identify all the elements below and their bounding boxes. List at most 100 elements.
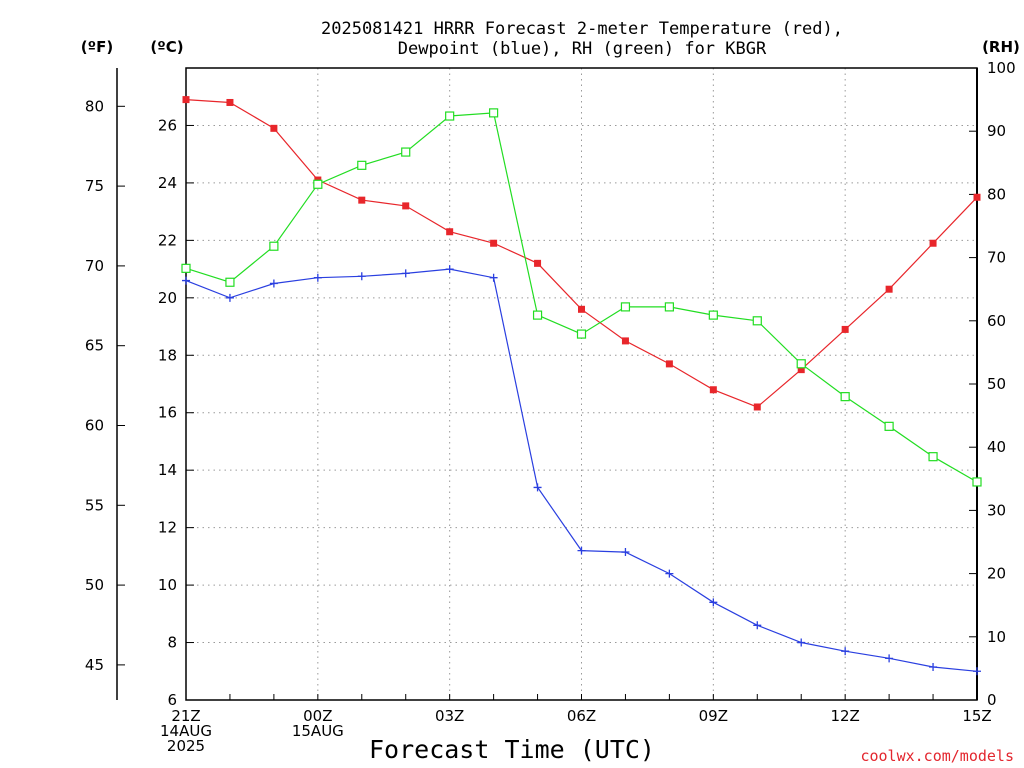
rh-data-point bbox=[269, 241, 279, 251]
fahrenheit-tick-label: 55 bbox=[85, 496, 104, 514]
dewpoint-data-point bbox=[445, 265, 454, 274]
rh-data-point bbox=[225, 277, 235, 287]
temperature-data-point bbox=[534, 259, 542, 267]
fahrenheit-tick-label: 50 bbox=[85, 576, 104, 594]
temperature-data-point bbox=[973, 193, 981, 201]
dewpoint-data-point bbox=[841, 647, 850, 656]
dewpoint-data-point bbox=[709, 598, 718, 607]
temperature-data-point bbox=[621, 337, 629, 345]
dewpoint-data-point bbox=[973, 667, 981, 676]
rh-data-point bbox=[181, 263, 191, 273]
temperature-data-point bbox=[578, 305, 585, 313]
chart-title-line-2: Dewpoint (blue), RH (green) for KBGR bbox=[398, 39, 767, 59]
dewpoint-data-point bbox=[269, 279, 278, 288]
temperature-data-point bbox=[885, 285, 893, 293]
dewpoint-data-point bbox=[797, 638, 806, 647]
grid-lines bbox=[186, 68, 977, 700]
celsius-tick-label: 24 bbox=[158, 174, 177, 192]
celsius-tick-label: 26 bbox=[158, 116, 177, 134]
rh-data-point bbox=[313, 179, 323, 189]
fahrenheit-tick-label: 65 bbox=[85, 337, 104, 355]
fahrenheit-tick-label: 75 bbox=[85, 177, 104, 195]
credit-label: coolwx.com/models bbox=[860, 747, 1014, 765]
temperature-data-point bbox=[665, 360, 673, 368]
temperature-data-point bbox=[226, 98, 234, 106]
x-tick-label: 06Z bbox=[567, 707, 596, 725]
rh-tick-label: 80 bbox=[987, 185, 1006, 203]
dewpoint-data-point bbox=[401, 269, 410, 278]
temperature-data-point bbox=[182, 96, 190, 104]
rh-tick-label: 30 bbox=[987, 501, 1006, 519]
rh-data-point bbox=[357, 160, 367, 170]
rh-tick-label: 90 bbox=[987, 122, 1006, 140]
celsius-tick-label: 12 bbox=[158, 519, 177, 537]
dewpoint-data-point bbox=[533, 483, 542, 492]
rh-data-point bbox=[445, 111, 455, 121]
rh-unit-label: (RH) bbox=[982, 38, 1020, 56]
rh-data-point bbox=[620, 302, 631, 312]
fahrenheit-tick-label: 60 bbox=[85, 416, 104, 434]
fahrenheit-unit-label: (ºF) bbox=[81, 38, 113, 56]
rh-data-point bbox=[489, 108, 499, 118]
tick-labels: 6 8 10 12 14 16 18 20 22 24 26 45 50 55 60 65 70 75 80 0 10 2… bbox=[85, 59, 1016, 755]
temperature-data-point bbox=[270, 124, 278, 132]
rh-data-point bbox=[796, 359, 806, 369]
rh-data-point bbox=[928, 452, 938, 462]
fahrenheit-tick-label: 45 bbox=[85, 656, 104, 674]
rh-data-point bbox=[752, 316, 762, 326]
dewpoint-data-point bbox=[753, 621, 762, 630]
x-tick-label: 09Z bbox=[699, 707, 728, 725]
celsius-tick-label: 6 bbox=[167, 691, 177, 709]
temperature-data-point bbox=[446, 228, 454, 236]
dewpoint-data-point bbox=[577, 546, 586, 555]
rh-tick-label: 10 bbox=[987, 628, 1006, 646]
celsius-tick-label: 22 bbox=[158, 231, 177, 249]
rh-tick-label: 0 bbox=[987, 691, 997, 709]
rh-tick-label: 60 bbox=[987, 312, 1006, 330]
celsius-tick-label: 14 bbox=[158, 461, 177, 479]
x-tick-label: 12Z bbox=[830, 707, 859, 725]
rh-tick-label: 40 bbox=[987, 438, 1006, 456]
fahrenheit-tick-label: 80 bbox=[85, 97, 104, 115]
rh-data-point bbox=[401, 147, 411, 157]
celsius-tick-label: 20 bbox=[158, 289, 177, 307]
rh-tick-label: 70 bbox=[987, 249, 1006, 267]
temperature-data-point bbox=[709, 386, 717, 394]
dewpoint-data-point bbox=[665, 569, 674, 578]
celsius-unit-label: (ºC) bbox=[150, 38, 183, 56]
rh-data-point bbox=[576, 329, 587, 339]
rh-data-point bbox=[532, 310, 543, 320]
rh-data-point bbox=[708, 310, 718, 320]
x-tick-label: 21Z 14AUG 2025 bbox=[160, 707, 212, 755]
celsius-tick-label: 8 bbox=[167, 634, 177, 652]
temperature-data-point bbox=[753, 403, 761, 411]
dewpoint-data-point bbox=[885, 654, 894, 663]
dewpoint-data-point bbox=[621, 548, 630, 557]
rh-data-point bbox=[972, 477, 982, 487]
rh-data-point bbox=[664, 302, 674, 312]
dewpoint-data-point bbox=[225, 293, 234, 302]
temperature-data-point bbox=[402, 202, 410, 210]
x-tick-label: 00Z 15AUG bbox=[292, 707, 344, 740]
temperature-data-point bbox=[490, 239, 498, 247]
temperature-data-point bbox=[841, 325, 849, 333]
x-tick-label: 15Z bbox=[962, 707, 991, 725]
temperature-data-point bbox=[358, 196, 366, 204]
celsius-tick-label: 18 bbox=[158, 346, 177, 364]
rh-tick-label: 50 bbox=[987, 375, 1006, 393]
rh-data-point bbox=[840, 392, 850, 402]
x-axis-title: Forecast Time (UTC) bbox=[369, 735, 655, 764]
rh-tick-label: 20 bbox=[987, 565, 1006, 583]
rh-tick-label: 100 bbox=[987, 59, 1016, 77]
dewpoint-data-point bbox=[313, 273, 322, 282]
x-tick-label: 03Z bbox=[435, 707, 464, 725]
dewpoint-data-point bbox=[929, 662, 938, 671]
temperature-data-point bbox=[797, 366, 805, 374]
chart-title-line-1: 2025081421 HRRR Forecast 2-meter Tempera… bbox=[321, 19, 843, 39]
axes bbox=[116, 67, 978, 701]
series-layer bbox=[181, 96, 982, 676]
dewpoint-data-point bbox=[489, 273, 498, 282]
rh-data-point bbox=[884, 421, 894, 431]
dewpoint-data-point bbox=[357, 272, 366, 281]
